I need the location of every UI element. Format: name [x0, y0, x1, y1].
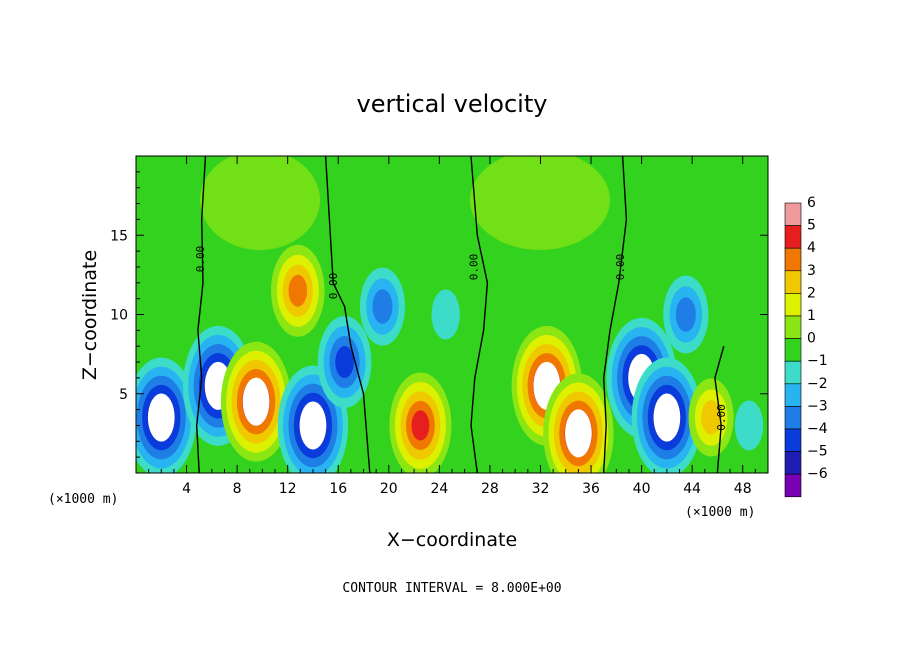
cell-updraft-10 [543, 373, 614, 473]
cell-downdraft-15 [734, 400, 764, 451]
colorbar-tick-label: 6 [807, 195, 816, 211]
colorbar-tick-label: −3 [807, 398, 828, 414]
colorbar-tick-label: 2 [807, 285, 816, 301]
x-tick-label: 40 [633, 481, 651, 497]
zero-contour-line [602, 156, 628, 473]
cell-updraft-2 [220, 341, 292, 462]
x-axis-label: X−coordinate [387, 529, 517, 551]
cell-downdraft-13 [663, 275, 709, 354]
contour-label: 0.00 [194, 246, 207, 273]
cell-ring [288, 274, 308, 307]
zero-contour-line [195, 156, 207, 473]
colorbar-tick-label: −4 [807, 421, 828, 437]
colorbar-swatch [784, 315, 802, 339]
colorbar-tick-label: −2 [807, 376, 828, 392]
upper-light-band-1 [200, 156, 320, 250]
x-tick-label: 12 [279, 481, 297, 497]
cell-saturated-core [147, 393, 175, 442]
colorbar-swatch [784, 247, 802, 272]
y-tick-label: 5 [119, 387, 128, 403]
x-tick-label: 32 [532, 481, 550, 497]
cell-ring [675, 297, 696, 332]
zero-contour-line [324, 156, 371, 473]
zero-contour-line [714, 346, 725, 473]
x-tick-label: 16 [329, 481, 347, 497]
x-tick-label: 20 [380, 481, 398, 497]
zero-contour-line [470, 156, 489, 473]
colorbar-swatch [784, 270, 802, 294]
cell-downdraft-12 [631, 357, 703, 473]
cell-updraft-14 [688, 378, 734, 457]
contour-field: 0.00 0.00 0.00 0.00 0.00 [136, 156, 768, 473]
cell-updraft-4 [270, 244, 325, 337]
x-tick-label: 8 [233, 481, 242, 497]
contour-label: 0.00 [327, 273, 340, 300]
contour-label: 0.00 [467, 254, 480, 281]
y-axis-label: Z−coordinate [79, 250, 101, 380]
cell-updraft-7 [389, 372, 452, 473]
colorbar-swatch [784, 360, 802, 385]
cell-ring [335, 346, 354, 379]
colorbar-tick-label: 5 [807, 218, 816, 234]
cell-ring [734, 400, 764, 451]
colorbar-tick-label: −6 [807, 466, 828, 482]
chart-title: vertical velocity [357, 90, 548, 118]
x-unit-left: (×1000 m) [48, 492, 118, 507]
colorbar-tick-label: −1 [807, 353, 828, 369]
cell-saturated-core [299, 401, 327, 450]
cell-saturated-core [242, 377, 270, 426]
y-axis-ticks: 5 10 15 [110, 171, 768, 458]
upper-light-band-2 [470, 156, 610, 250]
cell-saturated-core [653, 393, 681, 442]
colorbar: 6 5 4 3 2 1 0 −1 −2 −3 −4 −5 −6 [784, 195, 828, 498]
x-unit-right: (×1000 m) [685, 505, 755, 520]
colorbar-swatch [784, 473, 802, 498]
x-tick-label: 24 [430, 481, 448, 497]
cell-ring [701, 400, 722, 435]
cell-downdraft-8 [431, 289, 460, 340]
colorbar-swatch [784, 406, 802, 430]
contour-label: 0.00 [614, 254, 627, 281]
x-axis-ticks: 4 8 12 16 20 24 28 32 36 40 44 48 [148, 156, 756, 497]
colorbar-tick-label: 1 [807, 308, 816, 324]
colorbar-tick-label: 3 [807, 263, 816, 279]
colorbar-tick-label: −5 [807, 444, 828, 460]
x-tick-label: 36 [582, 481, 600, 497]
colorbar-swatch [784, 383, 802, 407]
y-tick-label: 10 [110, 308, 128, 324]
colorbar-swatch [784, 338, 802, 362]
x-tick-label: 4 [182, 481, 191, 497]
x-tick-label: 28 [481, 481, 499, 497]
contour-interval-note: CONTOUR INTERVAL = 8.000E+00 [342, 581, 561, 596]
velocity-cells [136, 244, 764, 473]
cell-downdraft-0 [136, 357, 197, 473]
colorbar-swatch [784, 225, 802, 249]
y-tick-label: 15 [110, 228, 128, 244]
cell-downdraft-6 [359, 267, 406, 346]
colorbar-swatch [784, 293, 802, 317]
colorbar-swatch [784, 428, 802, 452]
colorbar-swatch [784, 202, 802, 226]
cell-ring [411, 410, 430, 441]
contour-label: 0.00 [715, 404, 728, 431]
x-tick-label: 44 [683, 481, 701, 497]
colorbar-tick-label: 4 [807, 240, 816, 256]
colorbar-tick-label: 0 [807, 331, 816, 347]
cell-ring [372, 289, 393, 324]
colorbar-swatch [784, 451, 802, 475]
x-tick-label: 48 [734, 481, 752, 497]
zero-contours: 0.00 0.00 0.00 0.00 0.00 [194, 156, 728, 473]
cell-saturated-core [565, 409, 592, 458]
cell-ring [431, 289, 460, 340]
